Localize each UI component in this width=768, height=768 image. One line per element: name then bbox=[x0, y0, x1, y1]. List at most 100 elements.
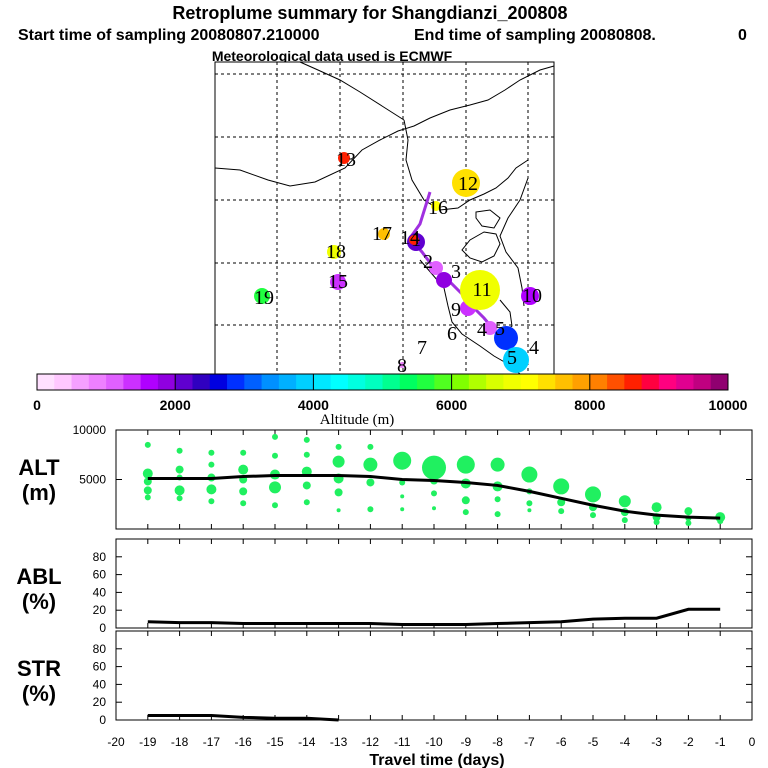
map-point bbox=[483, 321, 497, 335]
altitude-dot bbox=[144, 494, 151, 501]
colorbar-cell bbox=[88, 374, 107, 390]
colorbar-cell bbox=[710, 374, 729, 390]
colorbar-cell bbox=[572, 374, 591, 390]
map-point bbox=[431, 201, 441, 211]
map-point-label: 3 bbox=[451, 261, 461, 283]
map-point bbox=[338, 152, 350, 164]
panel-ylabel-bottom: (%) bbox=[22, 681, 56, 706]
x-tick-label: -15 bbox=[266, 735, 284, 749]
colorbar-cell bbox=[382, 374, 401, 390]
map-point bbox=[327, 245, 341, 259]
y-tick-label: 40 bbox=[93, 585, 107, 599]
colorbar-cell bbox=[347, 374, 366, 390]
map-point bbox=[460, 270, 500, 310]
altitude-dot bbox=[621, 517, 628, 524]
abl-panel-frame bbox=[115, 538, 753, 629]
altitude-dot bbox=[526, 500, 533, 507]
time-series-panels: ALT(m)500010000ABL(%)020406080STR(%)0204… bbox=[16, 423, 755, 749]
altitude-dot bbox=[208, 449, 215, 456]
map-point bbox=[378, 228, 390, 240]
x-tick-label: -4 bbox=[619, 735, 630, 749]
y-tick-label: 5000 bbox=[79, 473, 106, 487]
x-tick-label: -6 bbox=[556, 735, 567, 749]
str-panel-frame bbox=[115, 630, 753, 721]
altitude-dot bbox=[336, 508, 341, 513]
y-tick-label: 60 bbox=[93, 568, 107, 582]
map-point-label: 10 bbox=[522, 285, 542, 307]
panel-ylabel-bottom: (m) bbox=[22, 480, 56, 505]
altitude-dot bbox=[208, 498, 215, 505]
x-tick-label: -5 bbox=[588, 735, 599, 749]
x-axis-label: Travel time (days) bbox=[369, 752, 504, 768]
altitude-dot bbox=[585, 486, 601, 503]
colorbar-tick-label: 2000 bbox=[160, 397, 191, 413]
altitude-dot bbox=[272, 433, 278, 440]
map-point-label: 4 bbox=[477, 319, 487, 341]
colorbar-cell bbox=[503, 374, 522, 390]
colorbar-tick-label: 0 bbox=[33, 397, 41, 413]
colorbar-cell bbox=[641, 374, 660, 390]
map-point-label: 13 bbox=[336, 149, 356, 171]
map-point-label: 14 bbox=[400, 227, 420, 249]
map-points: 1234455678910111213141516171819 bbox=[254, 149, 542, 377]
altitude-dot bbox=[717, 518, 724, 525]
subtitle-end-tail: 0 bbox=[738, 27, 747, 44]
y-tick-label: 0 bbox=[99, 713, 106, 727]
map-point-label: 7 bbox=[417, 337, 427, 359]
colorbar-cell bbox=[468, 374, 487, 390]
panel-ylabel-top: ABL bbox=[16, 564, 61, 589]
map-coastlines bbox=[214, 61, 555, 375]
colorbar-cell bbox=[71, 374, 90, 390]
map-point-label: 2 bbox=[423, 251, 433, 273]
colorbar-cell bbox=[417, 374, 435, 390]
altitude-dot bbox=[400, 494, 405, 499]
colorbar-cell bbox=[486, 374, 504, 390]
colorbar-cell bbox=[123, 374, 142, 390]
trajectory-map: 1234455678910111213141516171819 bbox=[214, 61, 555, 377]
map-point-label: 5 bbox=[507, 347, 517, 369]
colorbar-cell bbox=[693, 374, 712, 390]
subtitle-end: End time of sampling 20080808. bbox=[414, 27, 656, 44]
map-point bbox=[399, 362, 405, 368]
y-tick-label: 80 bbox=[93, 550, 107, 564]
x-tick-label: -10 bbox=[425, 735, 443, 749]
map-point-label: 16 bbox=[428, 197, 448, 219]
colorbar-cell bbox=[261, 374, 280, 390]
altitude-dot bbox=[462, 509, 469, 516]
altitude-dot bbox=[558, 508, 565, 515]
map-point-label: 4 bbox=[529, 337, 539, 359]
y-tick-label: 40 bbox=[93, 677, 107, 691]
colorbar-cell bbox=[434, 374, 453, 390]
altitude-dot bbox=[239, 487, 248, 496]
x-tick-label: -7 bbox=[524, 735, 535, 749]
colorbar-cell bbox=[209, 374, 228, 390]
map-point-label: 18 bbox=[326, 241, 346, 263]
map-point bbox=[409, 235, 419, 245]
colorbar-cell bbox=[676, 374, 694, 390]
x-tick-label: -3 bbox=[651, 735, 662, 749]
colorbar-cell bbox=[157, 374, 176, 390]
x-tick-label: -9 bbox=[460, 735, 471, 749]
altitude-dot bbox=[400, 507, 405, 512]
map-point bbox=[494, 326, 518, 350]
colorbar-cell bbox=[175, 374, 193, 390]
map-point-label: 5 bbox=[495, 318, 505, 340]
altitude-dot bbox=[527, 508, 532, 513]
altitude-dot bbox=[366, 478, 375, 487]
altitude-dot bbox=[363, 457, 378, 472]
colorbar-cell bbox=[54, 374, 73, 390]
map-point-label: 11 bbox=[472, 279, 491, 301]
panel-ylabel-top: ALT bbox=[18, 455, 60, 480]
map-point bbox=[521, 287, 539, 305]
altitude-dot bbox=[590, 512, 596, 519]
chart-title: Retroplume summary for Shangdianzi_20080… bbox=[172, 3, 567, 23]
map-point-label: 9 bbox=[451, 299, 461, 321]
colorbar-cell bbox=[37, 374, 55, 390]
panel-ylabel-bottom: (%) bbox=[22, 589, 56, 614]
x-tick-label: -1 bbox=[715, 735, 726, 749]
altitude-dot bbox=[490, 457, 505, 472]
x-tick-label: -18 bbox=[171, 735, 189, 749]
subtitle-met: Meteorological data used is ECMWF bbox=[212, 48, 453, 64]
x-tick-label: -20 bbox=[107, 735, 125, 749]
